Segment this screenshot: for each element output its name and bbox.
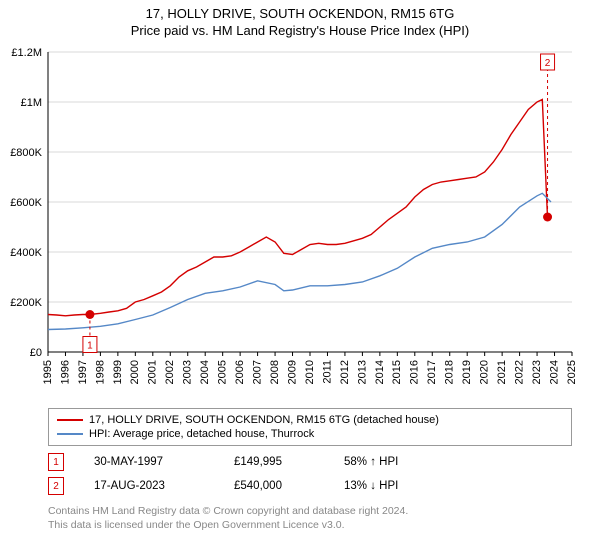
y-tick-label: £0 <box>30 347 42 359</box>
x-tick-label: 1997 <box>77 360 89 384</box>
x-tick-label: 2001 <box>147 360 159 384</box>
x-tick-label: 2021 <box>496 360 508 384</box>
x-tick-label: 2018 <box>444 360 456 384</box>
sale-badge: 2 <box>48 477 64 495</box>
x-tick-label: 2017 <box>426 360 438 384</box>
x-tick-label: 2005 <box>217 360 229 384</box>
x-tick-label: 2016 <box>409 360 421 384</box>
x-tick-label: 2003 <box>182 360 194 384</box>
x-tick-label: 1998 <box>94 360 106 384</box>
x-tick-label: 2023 <box>531 360 543 384</box>
x-tick-label: 2000 <box>129 360 141 384</box>
x-tick-label: 1996 <box>59 360 71 384</box>
x-tick-label: 2025 <box>566 360 578 384</box>
x-tick-label: 1999 <box>112 360 124 384</box>
chart-subtitle: Price paid vs. HM Land Registry's House … <box>0 21 600 44</box>
x-tick-label: 2015 <box>391 360 403 384</box>
x-tick-label: 2010 <box>304 360 316 384</box>
sale-badge: 1 <box>48 453 64 471</box>
x-tick-label: 2008 <box>269 360 281 384</box>
y-tick-label: £600K <box>10 197 42 209</box>
x-tick-label: 2004 <box>199 360 211 384</box>
sales-list: 1 30-MAY-1997 £149,995 58% ↑ HPI 2 17-AUG-202… <box>48 450 572 498</box>
x-tick-label: 2006 <box>234 360 246 384</box>
line-chart-svg: £0 £200K £400K £600K £800K £1M £1.2M 1995 1996 19… <box>0 44 600 404</box>
legend-item: HPI: Average price, detached house, Thur… <box>57 427 563 441</box>
sale-marker-label: 2 <box>545 58 551 69</box>
x-tick-label: 2014 <box>374 360 386 384</box>
footnote-line-2: This data is licensed under the Open Gov… <box>48 518 572 532</box>
chart-title: 17, HOLLY DRIVE, SOUTH OCKENDON, RM15 6T… <box>0 0 600 21</box>
chart-plot-area: £0 £200K £400K £600K £800K £1M £1.2M 1995 1996 19… <box>0 44 600 404</box>
x-tick-label: 2013 <box>356 360 368 384</box>
y-tick-label: £400K <box>10 247 42 259</box>
sale-price: £149,995 <box>234 456 314 468</box>
x-tick-label: 1995 <box>42 360 54 384</box>
legend-label: HPI: Average price, detached house, Thur… <box>89 428 314 440</box>
x-tick-label: 2002 <box>164 360 176 384</box>
y-tick-label: £1.2M <box>11 47 42 59</box>
x-tick-label: 2019 <box>461 360 473 384</box>
y-tick-label: £800K <box>10 147 42 159</box>
x-tick-label: 2011 <box>321 360 333 384</box>
sale-diff: 13% ↓ HPI <box>344 480 434 492</box>
sale-price: £540,000 <box>234 480 314 492</box>
sale-date: 17-AUG-2023 <box>94 480 204 492</box>
sale-row: 1 30-MAY-1997 £149,995 58% ↑ HPI <box>48 450 572 474</box>
legend-item: 17, HOLLY DRIVE, SOUTH OCKENDON, RM15 6T… <box>57 413 563 427</box>
x-tick-label: 2012 <box>339 360 351 384</box>
sale-marker-label: 1 <box>87 341 93 352</box>
sale-row: 2 17-AUG-2023 £540,000 13% ↓ HPI <box>48 474 572 498</box>
footnote: Contains HM Land Registry data © Crown c… <box>48 504 572 532</box>
chart-container: 17, HOLLY DRIVE, SOUTH OCKENDON, RM15 6T… <box>0 0 600 560</box>
x-tick-label: 2020 <box>479 360 491 384</box>
legend-swatch <box>57 419 83 421</box>
x-tick-label: 2022 <box>514 360 526 384</box>
legend-label: 17, HOLLY DRIVE, SOUTH OCKENDON, RM15 6T… <box>89 414 439 426</box>
y-tick-label: £200K <box>10 297 42 309</box>
x-tick-label: 2007 <box>252 360 264 384</box>
sale-diff: 58% ↑ HPI <box>344 456 434 468</box>
series-line <box>48 100 551 316</box>
legend-swatch <box>57 433 83 435</box>
sale-date: 30-MAY-1997 <box>94 456 204 468</box>
footnote-line-1: Contains HM Land Registry data © Crown c… <box>48 504 572 518</box>
x-tick-label: 2009 <box>286 360 298 384</box>
x-tick-label: 2024 <box>548 360 560 384</box>
legend: 17, HOLLY DRIVE, SOUTH OCKENDON, RM15 6T… <box>48 408 572 446</box>
y-tick-label: £1M <box>21 97 42 109</box>
